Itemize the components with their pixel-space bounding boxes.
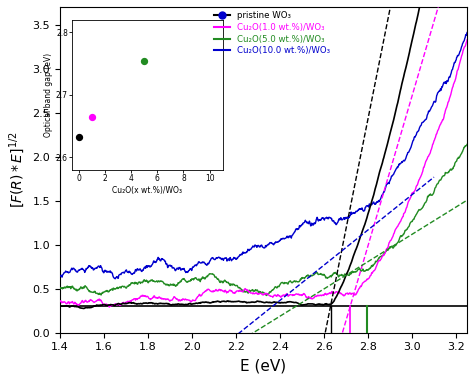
Y-axis label: $[F(R)*E]^{1/2}$: $[F(R)*E]^{1/2}$ (7, 131, 27, 208)
X-axis label: E (eV): E (eV) (240, 358, 286, 373)
Legend: pristine WO₃, Cu₂O(1.0 wt.%)/WO₃, Cu₂O(5.0 wt.%)/WO₃, Cu₂O(10.0 wt.%)/WO₃: pristine WO₃, Cu₂O(1.0 wt.%)/WO₃, Cu₂O(5… (211, 8, 333, 59)
